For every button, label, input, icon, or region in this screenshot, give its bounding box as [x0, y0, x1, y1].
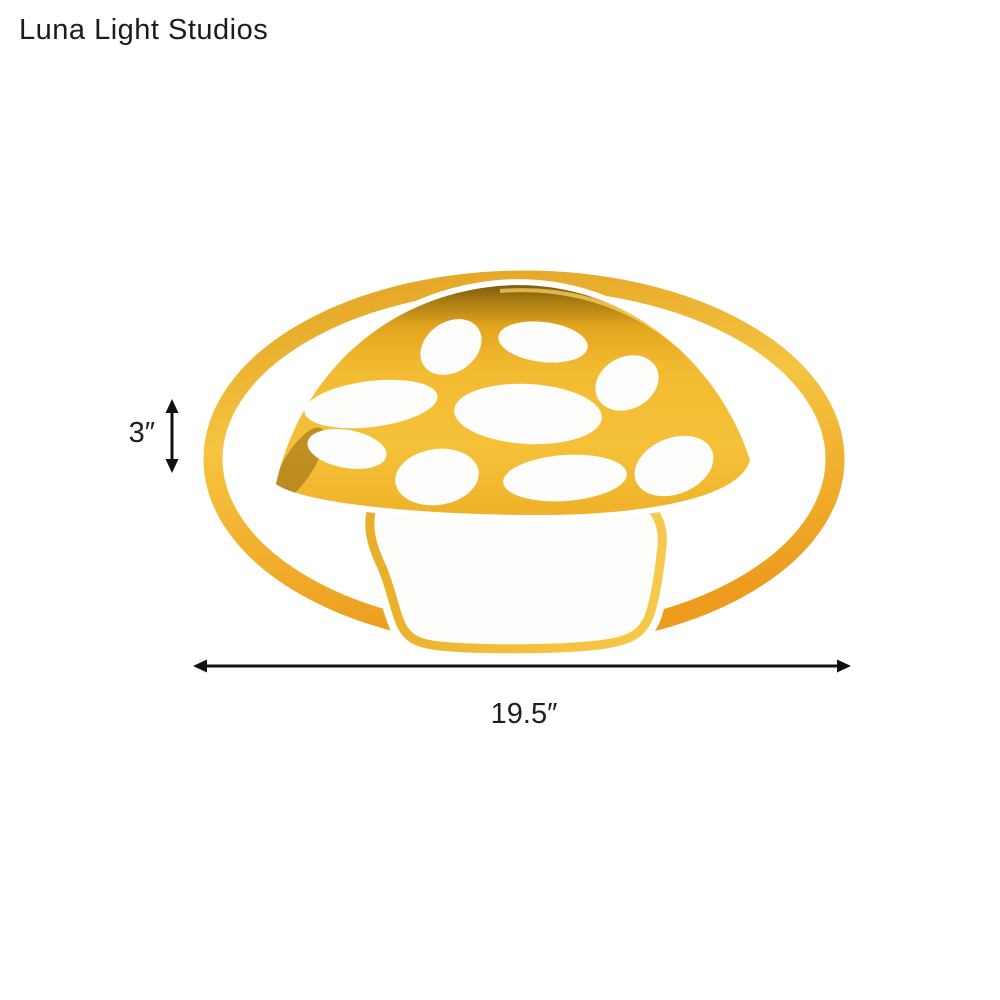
height-dimension: 3″ — [129, 399, 179, 473]
cap-spot — [503, 454, 627, 502]
brand-watermark: Luna Light Studios — [19, 14, 269, 46]
cap-spot — [395, 448, 479, 506]
cap-spot — [498, 321, 588, 363]
cap-spot — [454, 383, 602, 445]
cap-spots — [304, 319, 714, 506]
cap-spot — [307, 429, 387, 469]
width-dimension-label: 19.5″ — [491, 698, 558, 730]
arrow-up-icon — [165, 399, 179, 413]
cap-spot — [595, 355, 659, 411]
cap-spot — [420, 319, 482, 375]
mushroom-cap — [269, 279, 757, 522]
arrow-down-icon — [165, 459, 179, 473]
cap-spot — [634, 435, 714, 497]
mushroom-stem — [357, 489, 675, 661]
cap-spot — [304, 379, 438, 429]
height-dimension-label: 3″ — [129, 417, 155, 449]
width-dimension: 19.5″ — [193, 659, 851, 730]
arrow-left-icon — [193, 659, 207, 673]
arrow-right-icon — [837, 659, 851, 673]
